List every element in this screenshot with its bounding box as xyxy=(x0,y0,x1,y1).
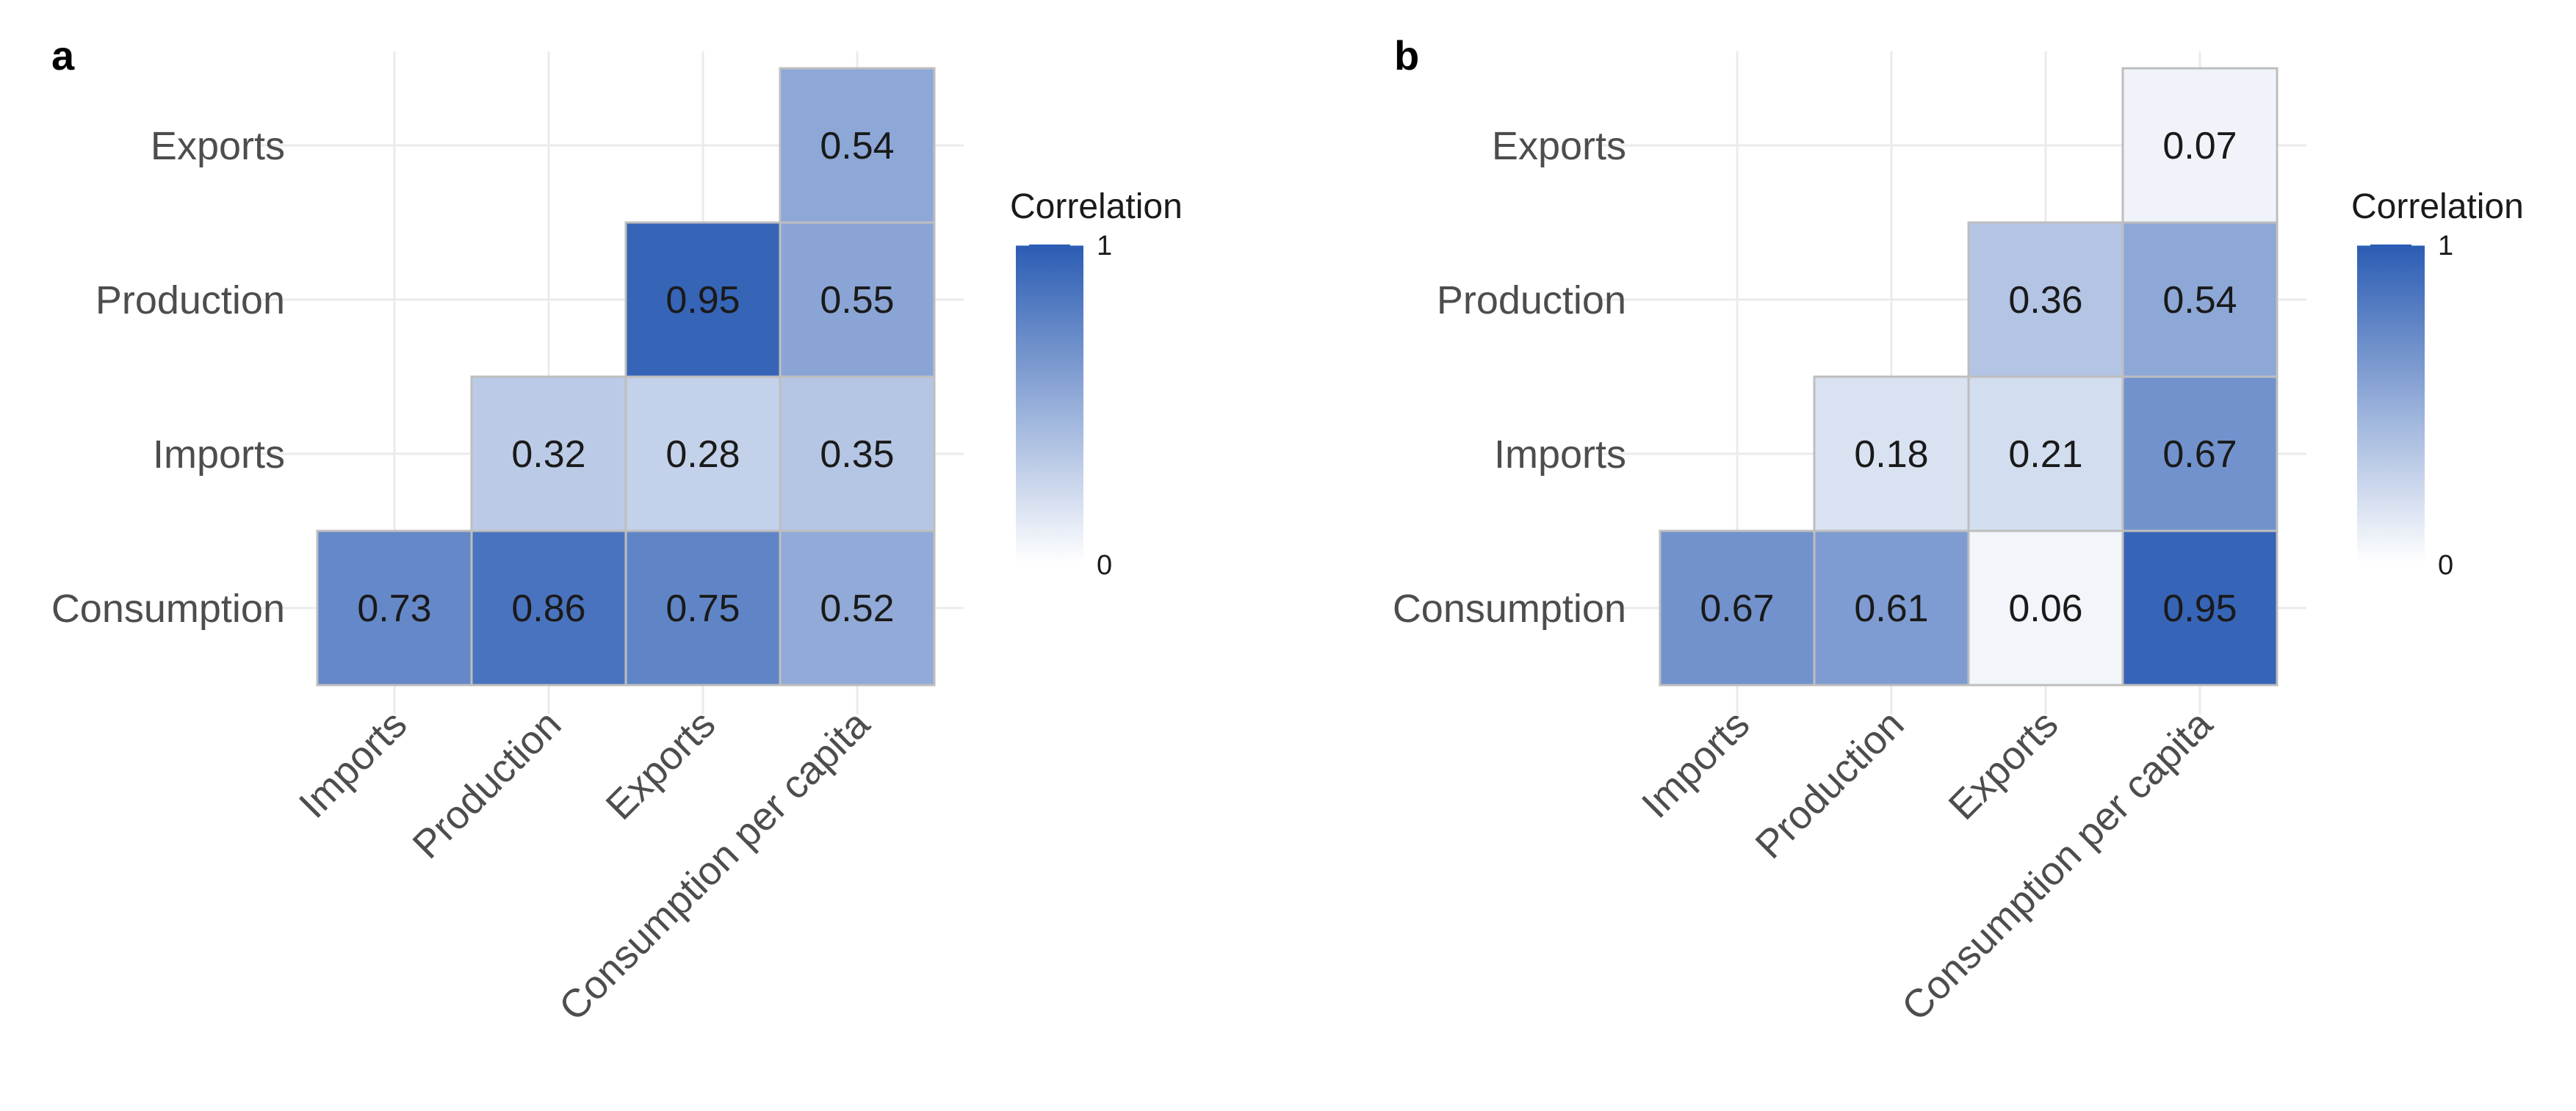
legend-tick-label: 1 xyxy=(1097,231,1112,261)
x-tick-label: Exports xyxy=(598,702,724,828)
cell-value-label: 0.86 xyxy=(511,587,585,630)
color-legend: Correlation 1 0 xyxy=(1010,187,1183,581)
panel-b-letter: b xyxy=(1394,32,1419,79)
panel-a-letter: a xyxy=(51,32,75,79)
heatmap-cell xyxy=(1659,529,1816,687)
panel-a-plot: 0.73 0.86 0.75 0.52 0.32 0.28 0.35 0.95 0.55 0.54… xyxy=(51,51,1183,1029)
cell-value-label: 0.35 xyxy=(820,433,894,476)
heatmap-cell xyxy=(2121,67,2279,224)
heatmap-cell xyxy=(316,529,473,687)
x-tick-label: Imports xyxy=(1634,702,1758,827)
x-tick-label: Consumption per capita xyxy=(551,701,878,1029)
cell-value-label: 0.67 xyxy=(2162,433,2237,476)
color-legend: Correlation 1 0 xyxy=(2351,187,2524,581)
cell-value-label: 0.73 xyxy=(357,587,431,630)
cell-value-label: 0.55 xyxy=(820,279,894,322)
x-tick-label: Production xyxy=(1747,702,1913,867)
heatmap-cell xyxy=(2121,529,2279,687)
legend-color-bar xyxy=(2357,245,2425,564)
y-tick-label: Production xyxy=(95,278,285,322)
cell-value-label: 0.32 xyxy=(511,433,585,476)
heatmap-cell xyxy=(470,529,627,687)
heatmap-cell xyxy=(624,221,782,378)
x-tick-label: Imports xyxy=(291,702,416,827)
cell-value-label: 0.28 xyxy=(665,433,740,476)
heatmap-cell xyxy=(1967,529,2124,687)
cell-value-label: 0.06 xyxy=(2008,587,2082,630)
x-tick-label: Production xyxy=(405,702,570,867)
heatmap-cell xyxy=(779,529,936,687)
heatmap-cells: 0.67 0.61 0.06 0.95 0.18 0.21 0.67 0.36 0.54 0.07 xyxy=(1659,67,2279,687)
legend-title: Correlation xyxy=(2351,187,2524,226)
cell-value-label: 0.52 xyxy=(820,587,894,630)
legend-color-bar xyxy=(1016,245,1083,564)
legend-title: Correlation xyxy=(1010,187,1183,226)
cell-value-label: 0.67 xyxy=(1700,587,1774,630)
y-axis-tick-labels: Consumption Imports Production Exports xyxy=(1393,124,1626,631)
y-tick-label: Consumption xyxy=(51,587,285,631)
heatmap-cell xyxy=(2121,221,2279,378)
y-tick-label: Production xyxy=(1437,278,1626,322)
heatmap-cell xyxy=(779,221,936,378)
legend-tick-label: 0 xyxy=(1097,550,1112,581)
panel-b-plot: 0.67 0.61 0.06 0.95 0.18 0.21 0.67 0.36 0.54 0.07… xyxy=(1393,51,2524,1029)
heatmap-cell xyxy=(1813,529,1970,687)
y-tick-label: Exports xyxy=(1492,124,1626,168)
heatmap-cell xyxy=(2121,375,2279,532)
cell-value-label: 0.18 xyxy=(1854,433,1928,476)
y-tick-label: Exports xyxy=(151,124,285,168)
cell-value-label: 0.36 xyxy=(2008,279,2082,322)
legend-tick-label: 1 xyxy=(2438,231,2453,261)
y-tick-label: Imports xyxy=(153,433,285,477)
x-tick-label: Exports xyxy=(1941,702,2067,828)
heatmap-cell xyxy=(1967,375,2124,532)
cell-value-label: 0.75 xyxy=(665,587,740,630)
cell-value-label: 0.07 xyxy=(2162,125,2237,167)
cell-value-label: 0.21 xyxy=(2008,433,2082,476)
legend-tick-label: 0 xyxy=(2438,550,2453,581)
cell-value-label: 0.61 xyxy=(1854,587,1928,630)
cell-value-label: 0.95 xyxy=(2162,587,2237,630)
y-tick-label: Imports xyxy=(1494,433,1626,477)
cell-value-label: 0.95 xyxy=(665,279,740,322)
panel-a: a 0.73 0.86 0.75 0.520.32 0.28 0.350.95 0.550.… xyxy=(51,32,1183,1029)
y-tick-label: Consumption xyxy=(1393,587,1626,631)
heatmap-cell xyxy=(779,67,936,224)
x-tick-label: Consumption per capita xyxy=(1894,701,2221,1029)
cell-value-label: 0.54 xyxy=(820,125,894,167)
panel-b: b 0.67 0.61 0.06 0.950.18 0.21 0.670.36 0.540.… xyxy=(1393,32,2524,1029)
y-axis-tick-labels: Consumption Imports Production Exports xyxy=(51,124,285,631)
cell-value-label: 0.54 xyxy=(2162,279,2237,322)
heatmap-cells: 0.73 0.86 0.75 0.52 0.32 0.28 0.35 0.95 0.55 0.54 xyxy=(316,67,936,687)
heatmap-cell xyxy=(1967,221,2124,378)
